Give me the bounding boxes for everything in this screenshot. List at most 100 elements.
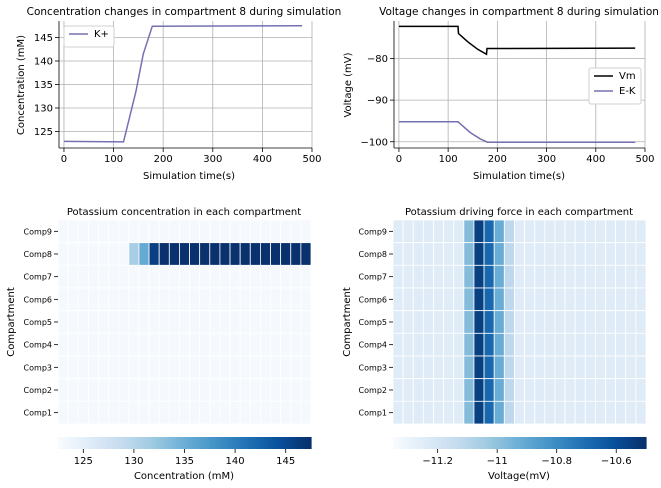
row-label: Comp2 [359,386,387,395]
colorbar-segment [237,437,241,449]
heatmap-cell [574,219,586,244]
heatmap-cell [412,287,424,312]
colorbar-segment [613,437,617,449]
heatmap-cell [615,355,627,380]
voltage-line-chart: Voltage changes in compartment 8 during … [343,6,659,182]
colorbar-segment [522,437,526,449]
heatmap-cell [443,400,455,425]
colorbar: −11.2 −11 −10.8 −10.6 [393,437,647,467]
colorbar-segment [473,437,478,449]
heatmap-cell [270,400,282,425]
heatmap-cell [270,332,282,357]
heatmap-cell [98,355,110,380]
heatmap-cell [554,355,566,380]
heatmap-cell [483,332,495,357]
heatmap-cell [493,400,505,425]
heatmap-cell [625,332,637,357]
colorbar-tick-label: −10.8 [541,456,572,467]
heatmap-cell [67,310,79,334]
heatmap-cell [138,355,150,380]
heatmap-cell [402,332,414,357]
row-label: Comp6 [359,295,387,304]
heatmap-cell [219,310,231,334]
heatmap-cell [564,242,576,266]
colorbar-segment [280,437,284,449]
colorbar-segment [400,437,404,449]
colorbar-segment [514,437,518,449]
heatmap-cell [554,287,566,312]
heatmap-cell [290,287,302,312]
colorbar-segment [65,437,69,449]
colorbar-segment [559,437,564,449]
colorbar-segment [60,437,64,449]
colorbar-segment [456,437,460,449]
y-tick-label: 145 [34,33,53,44]
colorbar-segment [58,437,62,449]
colorbar-tick-label: −11 [487,456,508,467]
colorbar-segment [181,437,186,449]
colorbar-segment [78,437,82,449]
heatmap-cell [544,287,556,312]
heatmap-cell [402,400,414,425]
row-label: Comp3 [24,363,52,372]
heatmap-cell [239,242,251,266]
heatmap-cell [168,219,180,244]
heatmap-cell [544,378,556,402]
colorbar-segment [567,437,571,449]
heatmap-cell [57,219,69,244]
colorbar-segment [192,437,196,449]
y-tick-label: −80 [367,54,388,65]
chart-title: Potassium driving force in each compartm… [405,207,633,218]
heatmap-cell [259,378,271,402]
colorbar-tick-label: 130 [124,456,143,467]
chart-title: Voltage changes in compartment 8 during … [379,6,659,18]
heatmap-cell [98,242,110,266]
heatmap-cell [402,242,414,266]
heatmap-cell [433,264,445,289]
heatmap-cell [67,264,79,289]
heatmap-cell [189,264,201,289]
heatmap-cell [168,287,180,312]
heatmap-cell [524,355,536,380]
colorbar-segment [423,437,427,449]
colorbar-segment [403,437,407,449]
heatmap-cell [605,400,617,425]
heatmap-cell [158,400,170,425]
row-label: Comp8 [24,250,52,259]
heatmap-cell [422,332,434,357]
heatmap-cell [514,264,525,289]
colorbar-segment [438,437,442,449]
heatmap-cell [433,332,445,357]
heatmap-cell [300,242,312,266]
colorbar-segment [420,437,424,449]
series-lines [398,25,636,143]
heatmap-cell [118,264,130,289]
axes: 0 100 200 300 400 500 125 130 135 140 145 [34,21,322,165]
colorbar-segment [235,437,239,449]
heatmap-cell [605,242,617,266]
heatmap-cell [412,355,424,380]
heatmap-cell [433,219,445,244]
heatmap-cell [493,287,505,312]
heatmap-cell [402,219,414,244]
colorbar-segment [151,437,155,449]
colorbar-segment [300,437,305,449]
heatmap-cell [392,310,404,334]
heatmap-cell [635,332,647,357]
heatmap-cell [98,332,110,357]
heatmap-cell [148,287,160,312]
heatmap-cell [158,242,170,266]
x-tick-label: 500 [635,154,654,165]
heatmap-cell [249,378,261,402]
colorbar-segment [446,437,450,449]
heatmap-cell [453,400,465,425]
heatmap-cell [443,287,455,312]
heatmap-cell [290,355,302,380]
colorbar-segment [73,437,77,449]
colorbar-segment [116,437,120,449]
heatmap-cell [168,264,180,289]
colorbar-segment [146,437,150,449]
heatmap-cell [605,219,617,244]
heatmap-cell [463,310,475,334]
heatmap-cell [483,219,495,244]
